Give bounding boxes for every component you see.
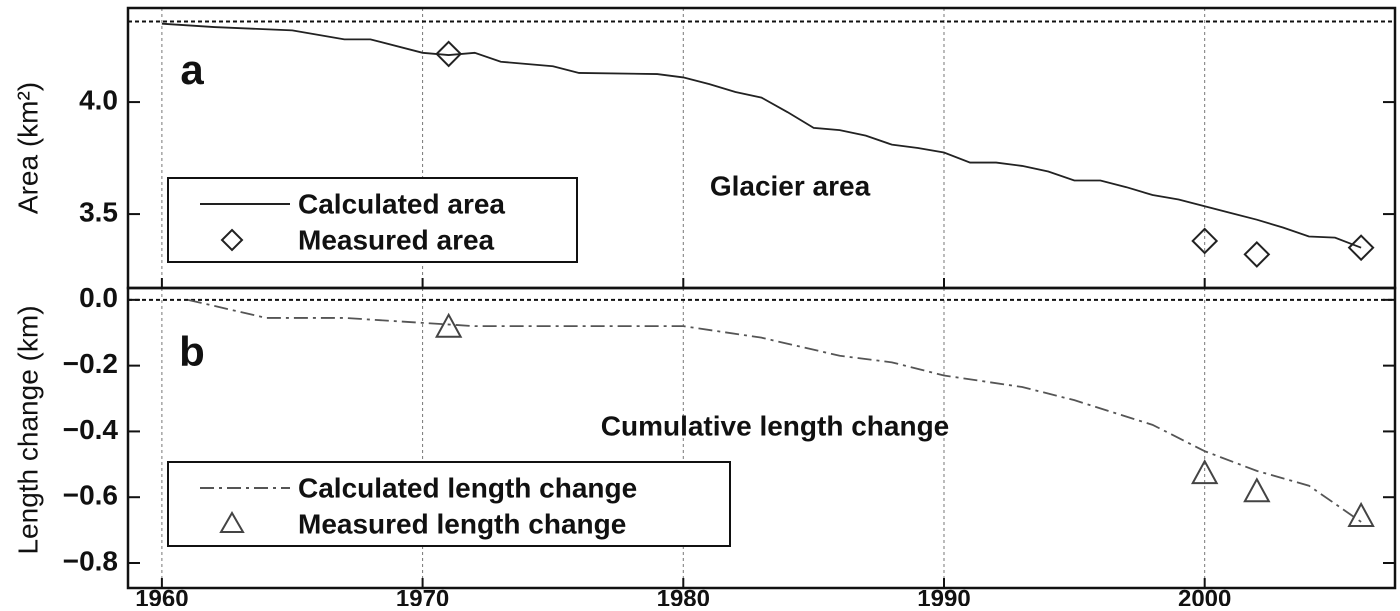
legend-box xyxy=(167,177,578,263)
marker-triangle xyxy=(1191,459,1219,485)
marker-diamond xyxy=(1347,234,1375,262)
series-line xyxy=(161,22,1362,249)
y-tick-label: −0.2 xyxy=(63,348,118,379)
marker-diamond xyxy=(1243,240,1271,268)
legend-marker xyxy=(219,511,245,533)
legend-label: Calculated area xyxy=(298,188,505,219)
marker-diamond xyxy=(435,40,463,68)
panel-label: a xyxy=(180,46,204,93)
x-tick-label: 2000 xyxy=(1178,585,1231,606)
x-tick-label: 1990 xyxy=(917,585,970,606)
y-tick-label: −0.8 xyxy=(63,545,118,576)
legend-label: Measured area xyxy=(298,224,495,255)
legend-label: Measured length change xyxy=(298,508,626,539)
panel-label: b xyxy=(179,328,205,375)
y-axis-label: Area (km²) xyxy=(12,82,43,214)
y-tick-label: 3.5 xyxy=(79,196,118,227)
y-tick-label: −0.6 xyxy=(63,480,118,511)
marker-triangle xyxy=(1243,477,1271,503)
series-line xyxy=(187,298,1362,523)
x-tick-label: 1970 xyxy=(396,585,449,606)
annotation: Glacier area xyxy=(710,170,871,201)
plot-frame xyxy=(126,286,1397,590)
x-tick-label: 1960 xyxy=(135,585,188,606)
marker-diamond xyxy=(1191,227,1219,255)
y-tick-label: 4.0 xyxy=(79,84,118,115)
legend-label: Calculated length change xyxy=(298,472,637,503)
x-tick-label: 1980 xyxy=(657,585,710,606)
legend-marker xyxy=(220,228,244,252)
y-tick-label: −0.4 xyxy=(63,414,119,445)
annotation: Cumulative length change xyxy=(601,410,950,441)
marker-triangle xyxy=(434,312,463,338)
legend-box xyxy=(167,461,731,547)
y-tick-label: 0.0 xyxy=(79,282,118,313)
marker-triangle xyxy=(1347,501,1375,527)
y-axis-label: Length change (km) xyxy=(12,305,43,554)
